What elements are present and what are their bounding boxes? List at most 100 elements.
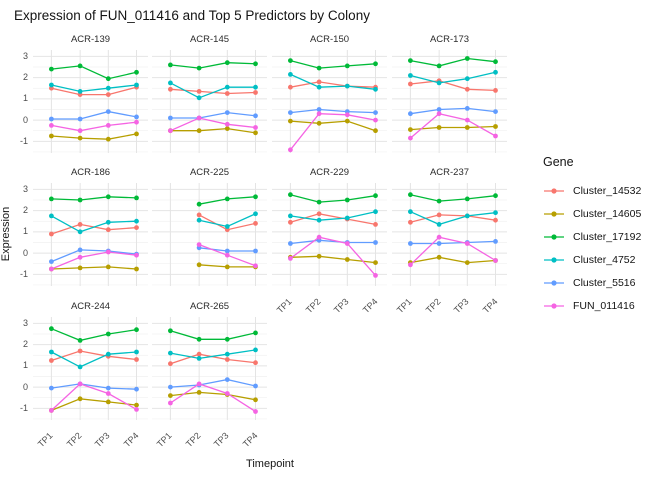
facet-panel bbox=[392, 50, 507, 153]
point-FUN_011416 bbox=[134, 252, 139, 258]
legend-key-icon bbox=[544, 210, 564, 217]
point-Cluster_14605 bbox=[77, 396, 83, 402]
point-Cluster_14605 bbox=[344, 257, 350, 262]
point-Cluster_17192 bbox=[344, 63, 350, 69]
point-Cluster_14605 bbox=[168, 393, 173, 398]
line-Cluster_14532 bbox=[51, 86, 137, 96]
facet-panel bbox=[33, 317, 148, 420]
x-tick-label: TP2 bbox=[423, 296, 443, 316]
point-Cluster_5516 bbox=[77, 116, 83, 122]
point-Cluster_17192 bbox=[464, 56, 470, 61]
legend-label: Cluster_4752 bbox=[573, 253, 636, 266]
line-Cluster_14605 bbox=[410, 256, 496, 264]
line-Cluster_4752 bbox=[170, 82, 256, 99]
point-Cluster_17192 bbox=[224, 196, 230, 202]
point-Cluster_5516 bbox=[253, 248, 258, 254]
point-Cluster_14532 bbox=[134, 225, 139, 230]
y-tick-label: 2 bbox=[22, 205, 28, 216]
x-tick-label: TP4 bbox=[240, 430, 260, 450]
point-Cluster_5516 bbox=[168, 115, 173, 121]
point-FUN_011416 bbox=[288, 147, 293, 153]
line-Cluster_4752 bbox=[51, 84, 137, 93]
point-Cluster_14532 bbox=[316, 79, 322, 85]
point-Cluster_5516 bbox=[436, 107, 442, 112]
point-Cluster_5516 bbox=[105, 109, 111, 114]
point-Cluster_4752 bbox=[493, 210, 498, 216]
point-Cluster_14532 bbox=[224, 91, 230, 96]
point-Cluster_4752 bbox=[316, 217, 322, 223]
point-Cluster_17192 bbox=[436, 63, 442, 69]
point-Cluster_4752 bbox=[316, 84, 322, 90]
point-Cluster_17192 bbox=[224, 336, 230, 342]
point-Cluster_14532 bbox=[493, 217, 498, 223]
line-Cluster_14532 bbox=[51, 223, 137, 235]
point-Cluster_17192 bbox=[316, 199, 322, 205]
point-Cluster_5516 bbox=[224, 248, 230, 254]
point-FUN_011416 bbox=[224, 252, 230, 258]
point-Cluster_17192 bbox=[493, 59, 498, 65]
point-Cluster_14605 bbox=[464, 125, 470, 130]
point-Cluster_14532 bbox=[288, 219, 293, 225]
point-Cluster_17192 bbox=[196, 65, 202, 71]
line-Cluster_5516 bbox=[170, 111, 256, 119]
facet-strip-label: ACR-244 bbox=[70, 301, 111, 312]
line-Cluster_4752 bbox=[51, 351, 137, 368]
point-Cluster_5516 bbox=[408, 111, 413, 117]
point-FUN_011416 bbox=[253, 125, 258, 130]
point-Cluster_14605 bbox=[77, 265, 83, 271]
y-tick-label: -1 bbox=[19, 268, 28, 279]
x-tick-label: TP4 bbox=[480, 296, 500, 316]
point-Cluster_17192 bbox=[49, 326, 54, 332]
line-Cluster_14605 bbox=[51, 266, 137, 270]
point-FUN_011416 bbox=[77, 381, 83, 387]
y-tick-label: 1 bbox=[22, 93, 28, 104]
point-Cluster_4752 bbox=[344, 83, 350, 89]
point-Cluster_17192 bbox=[168, 62, 173, 68]
legend-key-icon bbox=[544, 256, 564, 263]
point-Cluster_14605 bbox=[288, 118, 293, 124]
point-FUN_011416 bbox=[493, 258, 498, 263]
point-Cluster_14532 bbox=[134, 357, 139, 362]
point-FUN_011416 bbox=[168, 400, 173, 406]
facet-strip-label: ACR-145 bbox=[189, 34, 230, 45]
point-Cluster_14532 bbox=[196, 89, 202, 94]
point-Cluster_4752 bbox=[168, 350, 173, 356]
point-FUN_011416 bbox=[344, 241, 350, 246]
point-Cluster_14532 bbox=[49, 358, 54, 363]
line-Cluster_14605 bbox=[51, 133, 137, 140]
point-Cluster_4752 bbox=[77, 89, 83, 94]
x-tick-label: TP2 bbox=[183, 430, 203, 450]
point-Cluster_5516 bbox=[134, 114, 139, 120]
point-Cluster_17192 bbox=[288, 58, 293, 63]
point-Cluster_17192 bbox=[196, 336, 202, 342]
point-Cluster_4752 bbox=[134, 218, 139, 224]
point-Cluster_14605 bbox=[316, 253, 322, 259]
x-tick-label: TP4 bbox=[121, 430, 141, 450]
point-Cluster_4752 bbox=[288, 213, 293, 219]
line-Cluster_5516 bbox=[51, 383, 137, 390]
x-tick-label: TP1 bbox=[155, 430, 174, 450]
point-FUN_011416 bbox=[464, 117, 470, 123]
line-FUN_011416 bbox=[409, 112, 496, 139]
point-Cluster_14532 bbox=[105, 227, 111, 233]
point-Cluster_14532 bbox=[168, 361, 173, 367]
point-FUN_011416 bbox=[77, 254, 83, 260]
line-FUN_011416 bbox=[170, 117, 256, 132]
legend-key-icon bbox=[544, 233, 564, 240]
point-Cluster_4752 bbox=[77, 364, 83, 370]
line-Cluster_17192 bbox=[170, 330, 256, 340]
x-tick-label: TP3 bbox=[93, 430, 112, 450]
point-Cluster_4752 bbox=[49, 213, 54, 219]
point-Cluster_14532 bbox=[464, 86, 470, 92]
point-FUN_011416 bbox=[436, 234, 442, 240]
point-Cluster_14605 bbox=[105, 264, 111, 270]
legend: Gene Cluster_14532 Cluster_14605 Cluster_1… bbox=[543, 155, 641, 317]
point-Cluster_4752 bbox=[196, 356, 202, 361]
point-Cluster_4752 bbox=[224, 84, 230, 90]
point-Cluster_5516 bbox=[493, 109, 498, 114]
point-FUN_011416 bbox=[408, 262, 413, 268]
point-FUN_011416 bbox=[105, 123, 111, 128]
point-Cluster_17192 bbox=[105, 194, 111, 200]
point-Cluster_4752 bbox=[49, 349, 54, 355]
